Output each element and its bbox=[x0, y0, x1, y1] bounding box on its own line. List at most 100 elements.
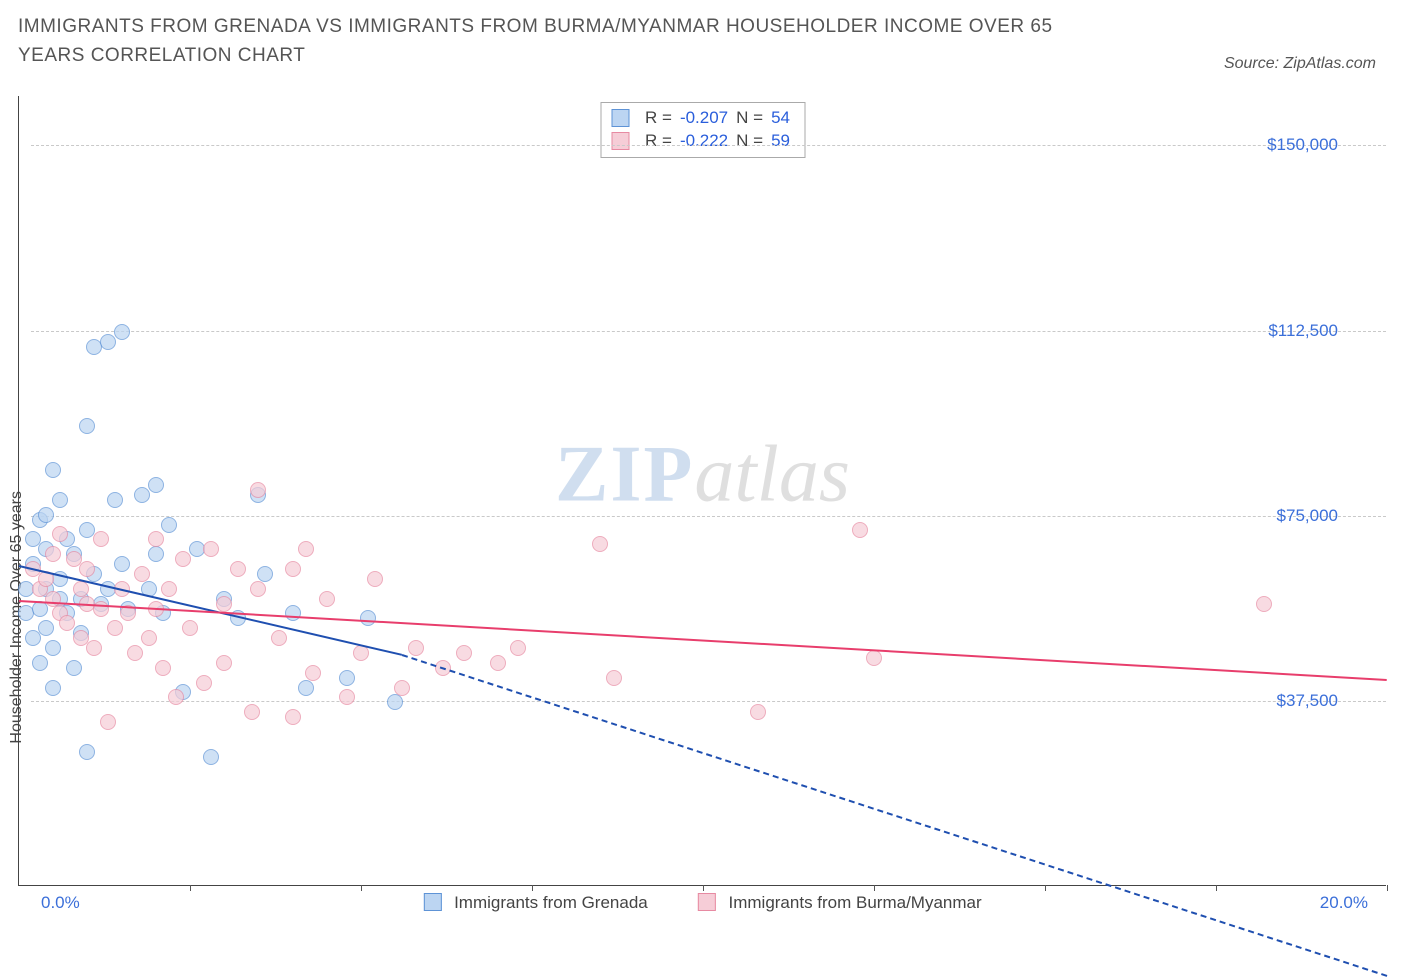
scatter-point bbox=[490, 655, 506, 671]
scatter-point bbox=[196, 675, 212, 691]
legend-item-burma: Immigrants from Burma/Myanmar bbox=[698, 893, 982, 913]
scatter-point bbox=[367, 571, 383, 587]
scatter-point bbox=[298, 541, 314, 557]
swatch-burma bbox=[698, 893, 716, 911]
y-tick-label: $112,500 bbox=[1268, 321, 1338, 341]
scatter-point bbox=[216, 655, 232, 671]
scatter-point bbox=[866, 650, 882, 666]
scatter-point bbox=[257, 566, 273, 582]
scatter-point bbox=[175, 551, 191, 567]
y-tick-label: $75,000 bbox=[1277, 506, 1338, 526]
scatter-point bbox=[161, 581, 177, 597]
x-tick bbox=[532, 885, 533, 891]
scatter-point bbox=[271, 630, 287, 646]
scatter-point bbox=[25, 630, 41, 646]
scatter-point bbox=[852, 522, 868, 538]
x-axis-max-label: 20.0% bbox=[1320, 893, 1368, 913]
x-axis-min-label: 0.0% bbox=[41, 893, 80, 913]
scatter-point bbox=[394, 680, 410, 696]
scatter-point bbox=[592, 536, 608, 552]
scatter-point bbox=[134, 566, 150, 582]
scatter-point bbox=[45, 640, 61, 656]
source-label: Source: ZipAtlas.com bbox=[1224, 55, 1376, 73]
scatter-point bbox=[52, 492, 68, 508]
scatter-point bbox=[250, 482, 266, 498]
gridline bbox=[31, 701, 1386, 702]
scatter-point bbox=[244, 704, 260, 720]
scatter-point bbox=[285, 605, 301, 621]
legend-label: Immigrants from Grenada bbox=[454, 893, 648, 912]
scatter-point bbox=[182, 620, 198, 636]
swatch-grenada bbox=[423, 893, 441, 911]
scatter-point bbox=[750, 704, 766, 720]
scatter-point bbox=[38, 620, 54, 636]
scatter-point bbox=[141, 630, 157, 646]
y-tick-label: $150,000 bbox=[1267, 135, 1338, 155]
scatter-point bbox=[319, 591, 335, 607]
scatter-point bbox=[230, 561, 246, 577]
scatter-point bbox=[148, 477, 164, 493]
scatter-point bbox=[216, 596, 232, 612]
scatter-point bbox=[134, 487, 150, 503]
gridline bbox=[31, 331, 1386, 332]
legend-label: Immigrants from Burma/Myanmar bbox=[728, 893, 981, 912]
x-tick bbox=[703, 885, 704, 891]
series-legend: Immigrants from Grenada Immigrants from … bbox=[423, 893, 981, 913]
scatter-point bbox=[32, 655, 48, 671]
scatter-point bbox=[168, 689, 184, 705]
scatter-point bbox=[59, 615, 75, 631]
scatter-point bbox=[305, 665, 321, 681]
scatter-point bbox=[127, 645, 143, 661]
scatter-point bbox=[107, 492, 123, 508]
scatter-point bbox=[79, 418, 95, 434]
gridline bbox=[31, 145, 1386, 146]
gridline bbox=[31, 516, 1386, 517]
scatter-point bbox=[148, 531, 164, 547]
scatter-point bbox=[250, 581, 266, 597]
scatter-point bbox=[148, 546, 164, 562]
x-tick bbox=[190, 885, 191, 891]
scatter-point bbox=[52, 526, 68, 542]
scatter-point bbox=[38, 507, 54, 523]
scatter-point bbox=[298, 680, 314, 696]
scatter-point bbox=[79, 744, 95, 760]
plot-region: $37,500$75,000$112,500$150,000 bbox=[19, 96, 1386, 885]
scatter-point bbox=[387, 694, 403, 710]
scatter-point bbox=[339, 670, 355, 686]
scatter-point bbox=[408, 640, 424, 656]
scatter-point bbox=[285, 709, 301, 725]
scatter-point bbox=[203, 749, 219, 765]
x-tick bbox=[1216, 885, 1217, 891]
scatter-point bbox=[79, 561, 95, 577]
x-tick bbox=[361, 885, 362, 891]
scatter-point bbox=[93, 531, 109, 547]
scatter-point bbox=[86, 640, 102, 656]
scatter-point bbox=[456, 645, 472, 661]
scatter-point bbox=[510, 640, 526, 656]
scatter-point bbox=[73, 581, 89, 597]
x-tick bbox=[1387, 885, 1388, 891]
scatter-point bbox=[45, 462, 61, 478]
scatter-point bbox=[339, 689, 355, 705]
scatter-point bbox=[155, 660, 171, 676]
trend-line bbox=[402, 654, 1388, 977]
scatter-point bbox=[114, 324, 130, 340]
scatter-point bbox=[203, 541, 219, 557]
scatter-point bbox=[606, 670, 622, 686]
scatter-point bbox=[100, 714, 116, 730]
scatter-point bbox=[45, 546, 61, 562]
scatter-point bbox=[360, 610, 376, 626]
legend-item-grenada: Immigrants from Grenada bbox=[423, 893, 647, 913]
x-tick bbox=[1045, 885, 1046, 891]
scatter-point bbox=[66, 660, 82, 676]
scatter-point bbox=[93, 601, 109, 617]
scatter-point bbox=[1256, 596, 1272, 612]
scatter-point bbox=[114, 556, 130, 572]
scatter-point bbox=[161, 517, 177, 533]
scatter-point bbox=[45, 680, 61, 696]
scatter-chart: Householder Income Over 65 years ZIPatla… bbox=[18, 96, 1386, 886]
scatter-point bbox=[285, 561, 301, 577]
chart-title: IMMIGRANTS FROM GRENADA VS IMMIGRANTS FR… bbox=[18, 12, 1118, 71]
scatter-point bbox=[100, 334, 116, 350]
scatter-point bbox=[107, 620, 123, 636]
